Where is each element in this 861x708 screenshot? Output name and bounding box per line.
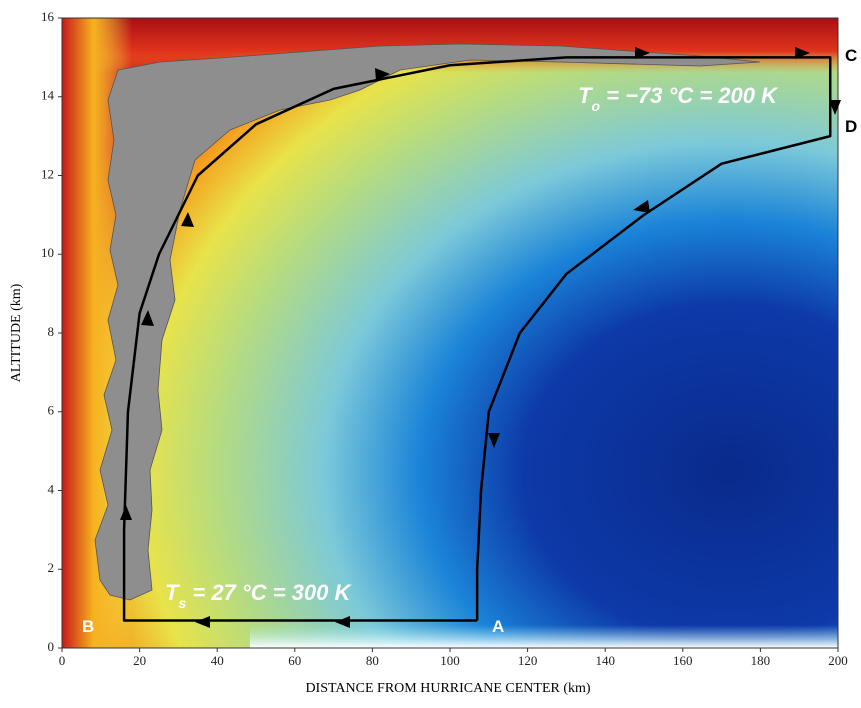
x-tick-label: 100 xyxy=(440,653,460,668)
arrowheads xyxy=(120,47,841,628)
text: = 27 °C = 300 K xyxy=(186,580,352,605)
x-tick-label: 200 xyxy=(828,653,848,668)
x-axis-label: DISTANCE FROM HURRICANE CENTER (km) xyxy=(305,681,590,696)
y-axis-label: ALTITUDE (km) xyxy=(9,283,24,382)
x-tick-label: 160 xyxy=(673,653,693,668)
x-tick-label: 40 xyxy=(211,653,224,668)
y-tick-label: 4 xyxy=(48,481,55,496)
outflow-temp: To = −73 °C = 200 K xyxy=(578,83,779,114)
y-tick-label: 12 xyxy=(41,166,54,181)
point-label: B xyxy=(82,617,94,636)
cycle-line xyxy=(122,56,832,622)
x-tick-label: 0 xyxy=(59,653,66,668)
x-tick-label: 60 xyxy=(288,653,301,668)
point-label: A xyxy=(492,617,504,636)
y-tick-label: 0 xyxy=(48,639,55,654)
x-tick-label: 120 xyxy=(518,653,538,668)
x-tick-label: 140 xyxy=(595,653,615,668)
surface-temp: Ts = 27 °C = 300 K xyxy=(165,580,352,611)
subscript: s xyxy=(178,595,186,611)
point-label: D xyxy=(845,117,857,136)
point-label: C xyxy=(845,46,857,65)
x-tick-label: 80 xyxy=(366,653,379,668)
y-tick-label: 10 xyxy=(41,245,54,260)
x-tick-label: 180 xyxy=(751,653,771,668)
y-tick-label: 14 xyxy=(41,88,55,103)
text: = −73 °C = 200 K xyxy=(600,83,779,108)
x-tick-label: 20 xyxy=(133,653,146,668)
y-tick-label: 6 xyxy=(48,403,55,418)
y-tick-label: 2 xyxy=(48,560,55,575)
symbol: T xyxy=(578,83,593,108)
subscript: o xyxy=(591,98,600,114)
y-tick-label: 8 xyxy=(48,324,55,339)
y-tick-label: 16 xyxy=(41,9,55,24)
cloud xyxy=(94,43,761,601)
symbol: T xyxy=(165,580,180,605)
